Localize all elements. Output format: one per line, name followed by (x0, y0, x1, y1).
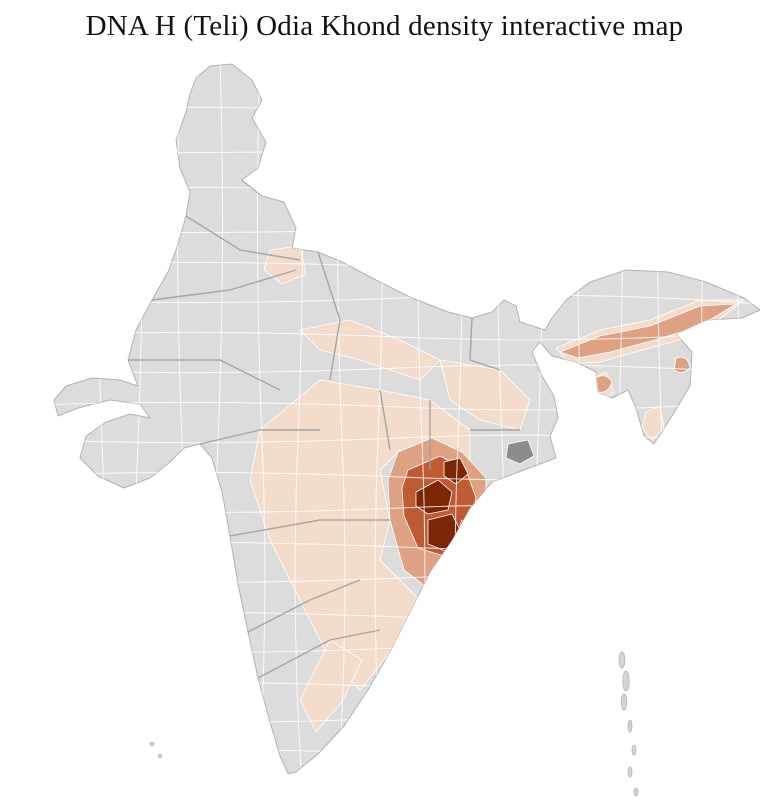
missing-data-district[interactable] (505, 439, 535, 465)
district-shape[interactable] (415, 479, 453, 515)
lakshadweep-islands (149, 741, 163, 759)
page-title: DNA H (Teli) Odia Khond density interact… (85, 10, 684, 42)
state-borders (128, 179, 520, 679)
district-shape[interactable] (595, 375, 613, 393)
district-shape[interactable] (559, 303, 737, 359)
andaman-nicobar-islands (618, 651, 639, 797)
district-shape[interactable] (299, 639, 363, 733)
